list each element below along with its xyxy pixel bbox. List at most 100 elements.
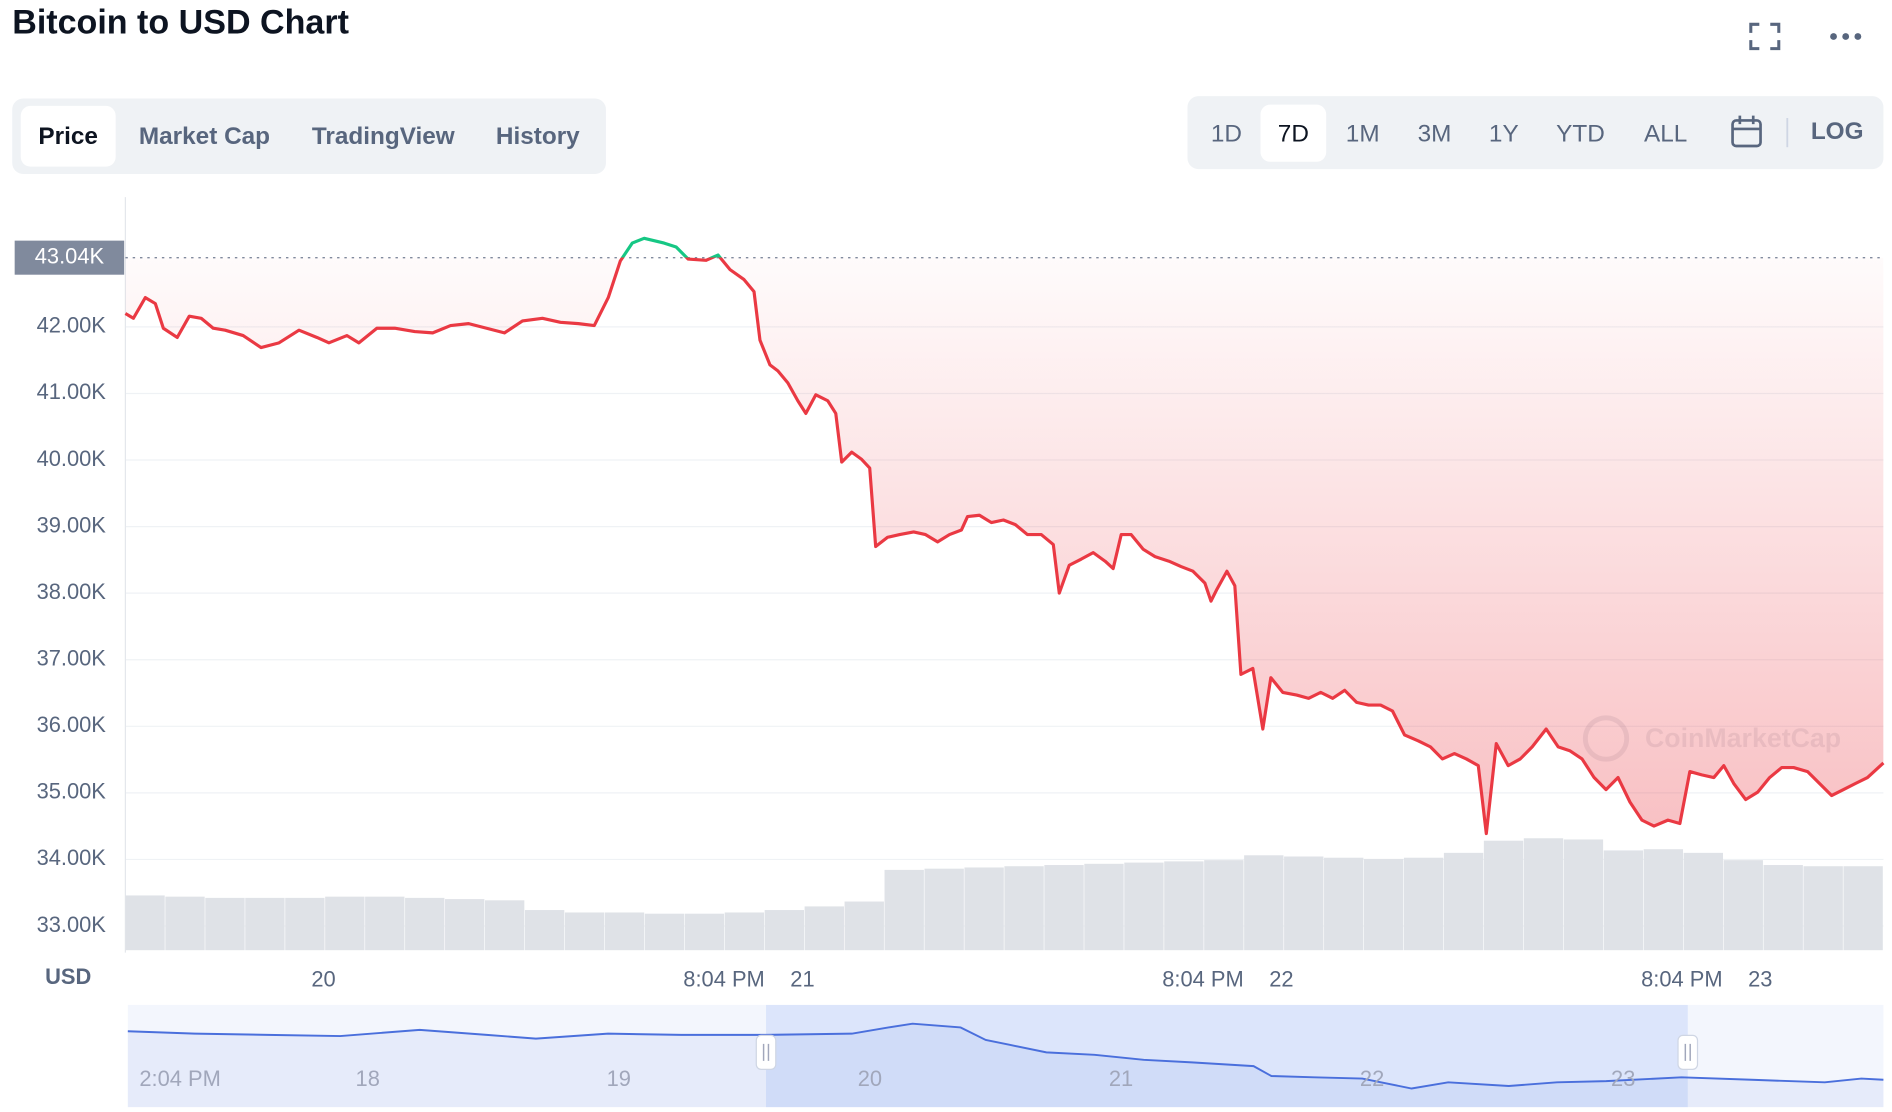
y-axis-label: USD [45,964,91,989]
range-active-bg [1260,104,1327,162]
dot[interactable] [1842,33,1850,40]
volume-bar [1204,860,1244,951]
volume-bar [1523,838,1564,951]
volume-bar [1004,866,1044,951]
volume-bar [125,895,165,951]
tab[interactable]: History [496,123,580,150]
x-tick-label: 23 [1748,966,1772,991]
reference-label-bg [14,240,125,275]
y-tick-label: 42.00K [37,313,107,338]
volume-bar [1643,849,1684,951]
x-tick-label: 8:04 PM [1162,966,1243,991]
tab-active-bg [20,105,116,167]
volume-bar [1763,865,1803,951]
range-group [1187,96,1884,170]
y-tick-label: 38.00K [37,579,107,604]
price-area [125,257,1884,834]
navigator-tick-label: 22 [1360,1066,1384,1091]
volume-bar [245,897,285,951]
y-tick-label: 34.00K [37,845,107,870]
fullscreen-glyph[interactable] [1749,22,1781,51]
handle-body[interactable] [755,1034,777,1071]
tab[interactable]: Price [38,123,98,150]
y-tick-label: 37.00K [37,646,107,671]
x-tick-label: 21 [790,966,814,991]
handle-grip[interactable] [762,1043,770,1061]
volume-bar [1683,852,1723,951]
volume-bar [1363,858,1404,951]
dot[interactable] [1830,33,1837,40]
volume-bar [1563,839,1604,951]
page-title: Bitcoin to USD Chart [12,3,349,41]
tab[interactable]: TradingView [312,123,455,150]
volume-bar [764,910,805,951]
volume-bar [804,906,844,951]
range-button[interactable]: ALL [1644,120,1687,147]
navigator-handle[interactable] [1677,1034,1699,1071]
calendar-icon[interactable] [1731,115,1762,148]
navigator-line [127,1022,1884,1090]
volume-bar [684,913,725,951]
volume-bar [1483,840,1524,951]
x-tick-label: 8:04 PM [683,966,764,991]
volume-bar [365,896,405,951]
navigator-tick-label: 18 [356,1066,380,1091]
navigator-tick-label: 2:04 PM [139,1066,220,1091]
volume-bar [1284,856,1324,951]
y-tick-label: 35.00K [37,779,107,804]
volume-bar [564,912,605,951]
x-tick-label: 22 [1269,966,1293,991]
y-tick-label: 39.00K [37,512,107,537]
navigator-area [127,1023,1884,1108]
volume-bar [644,913,685,951]
x-tick-label: 8:04 PM [1641,966,1722,991]
reference-label: 43.04K [35,243,105,268]
handle-body[interactable] [1677,1034,1699,1071]
navigator-tick-label: 23 [1611,1066,1635,1091]
more-icon[interactable] [1830,33,1862,40]
tab[interactable]: Market Cap [139,123,270,150]
range-button[interactable]: 1M [1346,120,1380,147]
tab-group [12,98,606,174]
volume-bar [1084,863,1124,951]
dot[interactable] [1854,33,1862,40]
volume-bar [445,899,485,951]
volume-bar [1803,866,1843,951]
navigator-handle[interactable] [755,1034,777,1071]
range-button[interactable]: 3M [1418,120,1452,147]
volume-bar [604,912,645,951]
navigator-tick-label: 21 [1109,1066,1133,1091]
range-button[interactable]: 1Y [1489,120,1519,147]
x-tick-label: 20 [311,966,335,991]
y-tick-label: 36.00K [37,712,107,737]
volume-bar [165,896,205,951]
volume-bar [724,912,765,951]
volume-bar [1603,850,1644,951]
handle-grip[interactable] [1684,1043,1691,1061]
navigator-tick-label: 19 [607,1066,631,1091]
volume-bar [325,896,365,951]
volume-bar [1324,857,1364,951]
range-button[interactable]: 7D [1278,120,1309,147]
volume-bar [1044,865,1084,951]
range-button[interactable]: 1D [1211,120,1242,147]
volume-bar [1843,866,1883,951]
log-button[interactable]: LOG [1811,118,1864,145]
volume-bar [205,897,245,951]
calendar-body[interactable] [1731,119,1762,148]
y-tick-label: 33.00K [37,912,107,937]
y-tick-label: 40.00K [37,446,107,471]
calendar-lines[interactable] [1732,115,1761,131]
volume-bar [1403,857,1444,951]
volume-bar [1443,852,1484,951]
navigator-selection[interactable] [766,1004,1688,1108]
volume-bar [1244,855,1284,951]
navigator-tick-label: 20 [858,1066,882,1091]
volume-bar [524,910,565,951]
fullscreen-icon[interactable] [1749,22,1781,51]
volume-bar [884,869,924,951]
y-tick-label: 41.00K [37,379,107,404]
range-button[interactable]: YTD [1556,120,1605,147]
